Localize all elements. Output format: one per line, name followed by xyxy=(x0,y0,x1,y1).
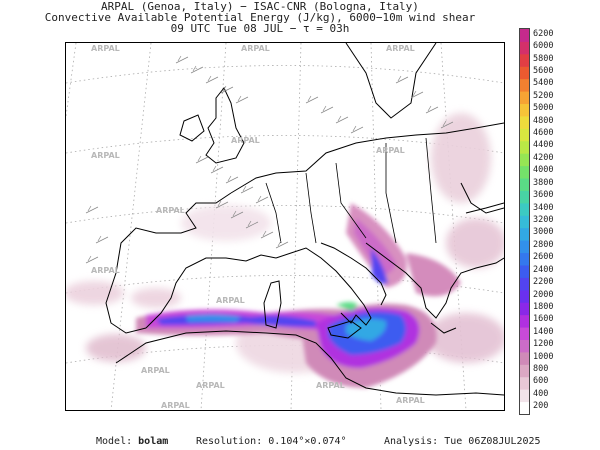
colorbar-swatch xyxy=(520,376,529,390)
colorbar-swatch xyxy=(520,351,529,365)
colorbar-swatch xyxy=(520,91,529,105)
analysis-label: Analysis: xyxy=(384,436,439,447)
colorbar-tick-label: 3200 xyxy=(533,215,554,225)
colorbar-swatch xyxy=(520,339,529,353)
wind-barbs xyxy=(85,55,454,264)
colorbar-tick-label: 4400 xyxy=(533,140,554,151)
colorbar xyxy=(519,28,530,415)
footer-model: Model: bolam xyxy=(96,436,168,448)
colorbar-swatch xyxy=(520,389,529,403)
colorbar-tick-label: 2400 xyxy=(533,264,554,275)
colorbar-swatch xyxy=(520,29,529,42)
colorbar-tick-label: 1600 xyxy=(533,314,554,325)
colorbar-tick-label: 200 xyxy=(533,401,549,412)
cape-shading xyxy=(66,113,504,388)
arpal-watermark: ARPAL xyxy=(241,44,270,53)
arpal-watermark: ARPAL xyxy=(216,296,245,305)
colorbar-swatch xyxy=(520,401,529,414)
title-line-1: ARPAL (Genoa, Italy) − ISAC-CNR (Bologna… xyxy=(101,0,419,13)
colorbar-tick-label: 4600 xyxy=(533,128,554,139)
arpal-watermarks: ARPAL ARPAL ARPAL ARPAL ARPAL ARPAL ARPA… xyxy=(91,44,425,410)
colorbar-tick-label: 3000 xyxy=(533,227,554,238)
arpal-watermark: ARPAL xyxy=(396,396,425,405)
colorbar-swatch xyxy=(520,240,529,254)
arpal-watermark: ARPAL xyxy=(91,44,120,53)
colorbar-tick-label: 2000 xyxy=(533,289,554,300)
colorbar-tick-label: 4800 xyxy=(533,115,554,126)
colorbar-tick-label: 3600 xyxy=(533,190,554,201)
colorbar-swatch xyxy=(520,302,529,316)
colorbar-swatch xyxy=(520,327,529,340)
arpal-watermark: ARPAL xyxy=(141,366,170,375)
colorbar-tick-label: 1400 xyxy=(533,326,554,337)
colorbar-tick-label: 400 xyxy=(533,388,549,399)
colorbar-tick-label: 6200 xyxy=(533,28,554,39)
colorbar-tick-label: 4000 xyxy=(533,165,554,176)
colorbar-tick-label: 3800 xyxy=(533,177,554,188)
model-value: bolam xyxy=(138,436,169,447)
arpal-watermark: ARPAL xyxy=(316,381,345,390)
resolution-value: 0.104°×0.074° xyxy=(268,436,347,447)
colorbar-tick-label: 6000 xyxy=(533,41,554,52)
colorbar-swatch xyxy=(520,215,529,229)
title-line-2: Convective Available Potential Energy (J… xyxy=(44,11,476,24)
resolution-label: Resolution: xyxy=(196,436,263,447)
colorbar-swatch xyxy=(520,202,529,216)
colorbar-tick-label: 4200 xyxy=(533,152,554,163)
colorbar-tick-label: 5400 xyxy=(533,78,554,89)
colorbar-swatch xyxy=(520,314,529,328)
colorbar-swatch xyxy=(520,264,529,278)
arpal-watermark: ARPAL xyxy=(231,136,260,145)
colorbar-tick-label: 5800 xyxy=(533,53,554,64)
footer-resolution: Resolution: 0.104°×0.074° xyxy=(196,436,347,448)
colorbar-tick-label: 2800 xyxy=(533,239,554,250)
colorbar-swatch xyxy=(520,153,529,167)
cape-map: ARPAL ARPAL ARPAL ARPAL ARPAL ARPAL ARPA… xyxy=(65,42,505,411)
arpal-watermark: ARPAL xyxy=(91,151,120,160)
colorbar-swatch xyxy=(520,66,529,80)
model-label: Model: xyxy=(96,436,133,447)
colorbar-swatch xyxy=(520,41,529,55)
colorbar-swatch xyxy=(520,252,529,266)
colorbar-swatch xyxy=(520,277,529,291)
colorbar-tick-label: 800 xyxy=(533,364,549,375)
arpal-watermark: ARPAL xyxy=(376,146,405,155)
colorbar-tick-label: 600 xyxy=(533,376,549,387)
arpal-watermark: ARPAL xyxy=(156,206,185,215)
analysis-value: Tue 06Z08JUL2025 xyxy=(444,436,541,447)
colorbar-tick-label: 2200 xyxy=(533,277,554,288)
colorbar-tick-label: 1800 xyxy=(533,301,554,312)
colorbar-swatch xyxy=(520,289,529,303)
arpal-watermark: ARPAL xyxy=(196,381,225,390)
colorbar-tick-label: 5200 xyxy=(533,90,554,101)
colorbar-tick-label: 3400 xyxy=(533,202,554,213)
colorbar-tick-label: 5000 xyxy=(533,103,554,114)
colorbar-swatch xyxy=(520,115,529,129)
colorbar-swatch xyxy=(520,128,529,142)
colorbar-swatch xyxy=(520,140,529,154)
colorbar-swatch xyxy=(520,178,529,191)
colorbar-swatch xyxy=(520,190,529,204)
colorbar-swatch xyxy=(520,165,529,179)
colorbar-tick-label: 2600 xyxy=(533,252,554,263)
coastline xyxy=(105,43,504,396)
title-line-3: 09 UTC Tue 08 JUL − τ = 03h xyxy=(170,22,350,35)
colorbar-swatch xyxy=(520,364,529,378)
colorbar-swatch xyxy=(520,103,529,117)
colorbar-tick-label: 1000 xyxy=(533,351,554,362)
colorbar-swatch xyxy=(520,53,529,67)
colorbar-swatch xyxy=(520,78,529,92)
colorbar-swatch xyxy=(520,227,529,241)
arpal-watermark: ARPAL xyxy=(91,266,120,275)
colorbar-tick-label: 1200 xyxy=(533,339,554,350)
colorbar-tick-label: 5600 xyxy=(533,65,554,76)
arpal-watermark: ARPAL xyxy=(386,44,415,53)
arpal-watermark: ARPAL xyxy=(161,401,190,410)
footer-analysis: Analysis: Tue 06Z08JUL2025 xyxy=(384,436,541,448)
map-canvas: ARPAL ARPAL ARPAL ARPAL ARPAL ARPAL ARPA… xyxy=(66,43,504,410)
